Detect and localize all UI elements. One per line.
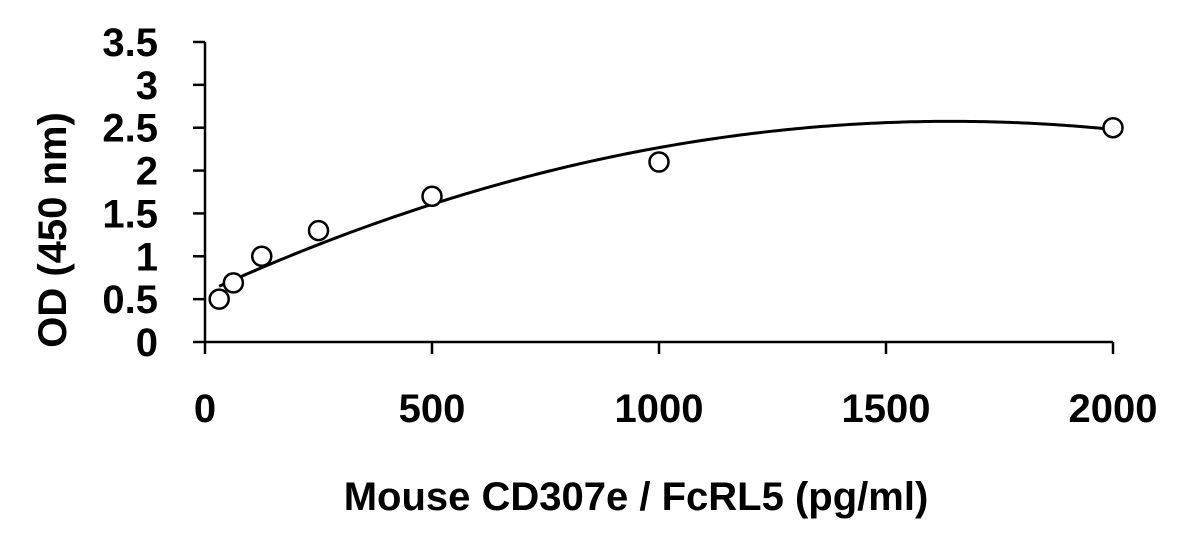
- data-point: [307, 219, 330, 242]
- x-tick-label: 2000: [1069, 387, 1158, 431]
- y-axis-ticks: 00.511.522.533.5: [102, 21, 205, 365]
- y-tick-label: 0: [136, 321, 158, 365]
- fit-curve: [218, 119, 1114, 288]
- y-tick-label: 0.5: [102, 278, 158, 322]
- data-point: [251, 245, 273, 268]
- x-axis-ticks: 0 500 1000 1500 2000: [194, 342, 1158, 431]
- y-tick-label: 1.5: [102, 192, 158, 236]
- data-point: [208, 288, 230, 310]
- data-point: [421, 185, 443, 208]
- y-tick-label: 2.5: [102, 107, 158, 151]
- y-axis-title: OD (450 nm): [31, 112, 75, 348]
- x-tick-label: 1000: [615, 387, 704, 431]
- x-axis-title: Mouse CD307e / FcRL5 (pg/ml): [344, 475, 929, 519]
- y-tick-label: 3: [136, 64, 158, 108]
- x-tick-label: 500: [399, 387, 466, 431]
- data-points: [208, 116, 1124, 310]
- y-tick-label: 2: [136, 150, 158, 194]
- data-point: [222, 272, 245, 294]
- y-tick-label: 3.5: [102, 21, 158, 65]
- axes: [203, 42, 1113, 344]
- y-tick-label: 1: [136, 235, 158, 279]
- data-point: [648, 151, 670, 173]
- data-point: [1102, 116, 1124, 139]
- x-tick-label: 0: [194, 387, 216, 431]
- x-tick-label: 1500: [842, 387, 931, 431]
